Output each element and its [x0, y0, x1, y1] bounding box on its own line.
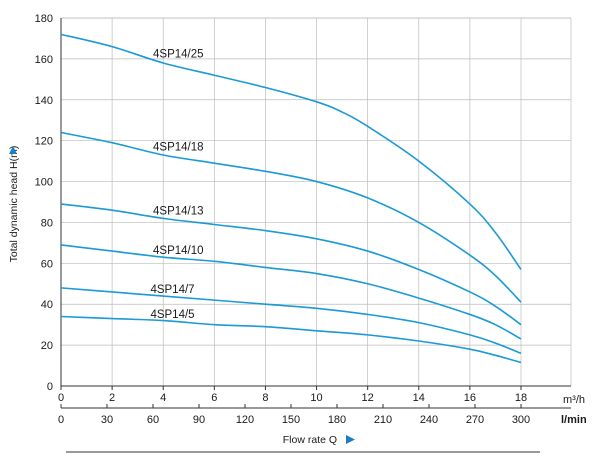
x-tick-label-primary: 18 [515, 392, 527, 404]
x-tick-label-primary: 8 [262, 392, 268, 404]
x-tick-label-secondary: 60 [147, 414, 159, 426]
series-line [60, 33, 522, 270]
y-axis-arrow-icon [9, 146, 17, 154]
series-label: 4SP14/18 [153, 142, 204, 154]
x-axis-title: Flow rate Q [283, 434, 337, 446]
y-tick-label: 60 [41, 258, 53, 270]
axes [60, 18, 571, 409]
series-line [60, 315, 522, 364]
x-tick-label-secondary: 300 [512, 414, 530, 426]
y-tick-label: 20 [41, 340, 53, 352]
x-axis-unit-primary: m³/h [563, 394, 585, 406]
y-tick-label: 0 [47, 381, 53, 393]
x-axis-unit-secondary: l/min [561, 414, 587, 426]
x-tick-label-secondary: 0 [58, 414, 64, 426]
x-tick-label-primary: 10 [310, 392, 322, 404]
x-tick-label-primary: 16 [464, 392, 476, 404]
x-tick-label-secondary: 120 [236, 414, 254, 426]
x-tick-label-primary: 14 [413, 392, 425, 404]
y-tick-label: 160 [35, 54, 53, 66]
y-tick-label: 120 [35, 136, 53, 148]
series-line [60, 287, 522, 355]
series-line [60, 131, 522, 303]
series-label: 4SP14/10 [153, 245, 204, 257]
series-label: 4SP14/5 [150, 309, 194, 321]
y-tick-label: 80 [41, 217, 53, 229]
y-tick-label: 40 [41, 299, 53, 311]
x-tick-label-primary: 2 [109, 392, 115, 404]
x-axis-arrow-icon [346, 435, 355, 444]
y-tick-label: 140 [35, 95, 53, 107]
series-label: 4SP14/7 [150, 284, 194, 296]
series-label: 4SP14/25 [153, 49, 204, 61]
x-tick-label-secondary: 90 [193, 414, 205, 426]
series-lines [60, 33, 522, 364]
x-tick-label-secondary: 270 [466, 414, 484, 426]
y-axis-title: Total dynamic head H(m) [8, 146, 20, 263]
y-tick-label: 100 [35, 177, 53, 189]
series-line [60, 244, 522, 340]
x-tick-label-primary: 6 [211, 392, 217, 404]
x-tick-label-secondary: 150 [282, 414, 300, 426]
series-labels: 4SP14/25 4SP14/18 4SP14/13 4SP14/10 4SP14/7 4… [150, 49, 203, 321]
x-tick-label-primary: 0 [58, 392, 64, 404]
x-tick-label-secondary: 240 [420, 414, 438, 426]
x-tick-label-secondary: 210 [374, 414, 392, 426]
series-line [60, 203, 522, 326]
series-label: 4SP14/13 [153, 206, 204, 218]
x-tick-label-primary: 12 [362, 392, 374, 404]
x-tick-label-primary: 4 [160, 392, 166, 404]
y-tick-label: 180 [35, 13, 53, 25]
x-tick-label-secondary: 180 [328, 414, 346, 426]
x-tick-label-secondary: 30 [101, 414, 113, 426]
